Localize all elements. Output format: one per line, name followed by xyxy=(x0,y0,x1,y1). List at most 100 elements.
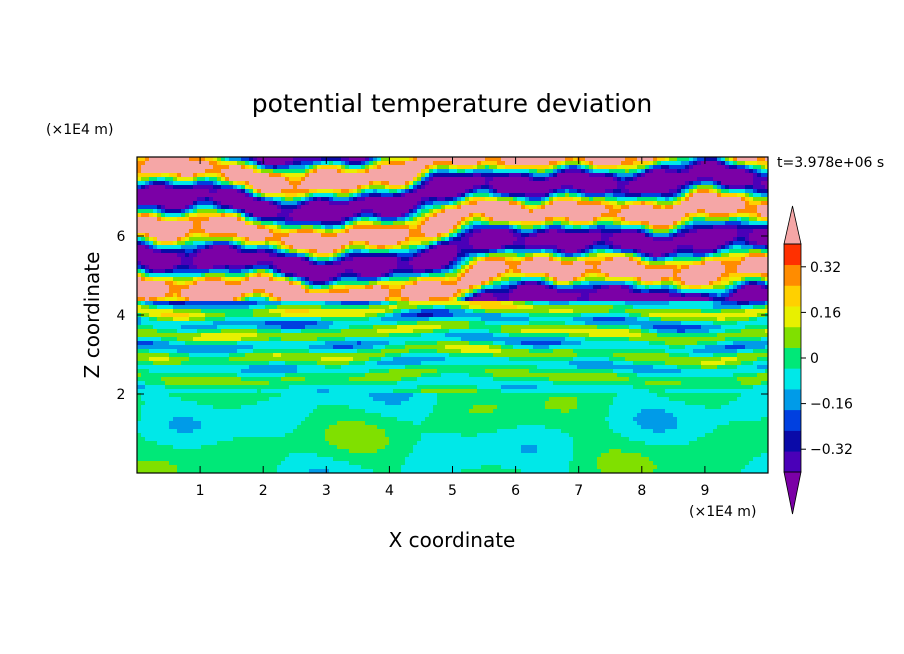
field-cell xyxy=(573,213,578,218)
field-cell xyxy=(253,165,258,170)
field-cell xyxy=(413,165,418,170)
field-cell xyxy=(573,249,578,254)
field-cell xyxy=(201,233,206,238)
field-cell xyxy=(297,173,302,178)
field-cell xyxy=(261,257,266,262)
field-cell xyxy=(457,181,462,186)
field-cell xyxy=(581,261,586,266)
field-cell xyxy=(285,157,290,162)
field-cell xyxy=(181,193,186,198)
field-cell xyxy=(733,177,738,182)
field-cell xyxy=(485,277,490,282)
field-cell xyxy=(137,281,142,286)
field-cell xyxy=(377,281,382,286)
field-cell xyxy=(745,217,750,222)
field-cell xyxy=(733,253,738,258)
field-cell xyxy=(237,165,242,170)
field-cell xyxy=(557,217,562,222)
field-cell xyxy=(497,213,502,218)
field-cell xyxy=(601,249,606,254)
field-cell xyxy=(481,237,486,242)
field-cell xyxy=(425,249,430,254)
field-cell xyxy=(333,269,338,274)
field-cell xyxy=(365,213,370,218)
field-cell xyxy=(561,233,566,238)
field-cell xyxy=(349,165,354,170)
field-cell xyxy=(237,181,242,186)
field-cell xyxy=(473,229,478,234)
field-cell xyxy=(637,197,642,202)
field-cell xyxy=(365,197,370,202)
field-cell xyxy=(629,193,634,198)
field-cell xyxy=(361,229,366,234)
field-cell xyxy=(689,221,694,226)
field-cell xyxy=(649,249,654,254)
field-cell xyxy=(285,161,290,166)
field-cell xyxy=(397,257,402,262)
field-cell xyxy=(453,161,458,166)
field-cell xyxy=(437,225,442,230)
field-cell xyxy=(697,217,702,222)
field-cell xyxy=(393,237,398,242)
field-cell xyxy=(225,229,230,234)
field-cell xyxy=(401,169,406,174)
field-cell xyxy=(461,221,466,226)
field-cell xyxy=(493,281,498,286)
field-cell xyxy=(481,249,486,254)
field-cell xyxy=(141,217,146,222)
field-cell xyxy=(341,213,346,218)
field-cell xyxy=(621,253,626,258)
field-cell xyxy=(605,245,610,250)
field-cell xyxy=(433,229,438,234)
field-cell xyxy=(401,229,406,234)
field-cell xyxy=(401,249,406,254)
field-cell xyxy=(225,225,230,230)
field-cell xyxy=(625,225,630,230)
field-cell xyxy=(381,189,386,194)
field-cell xyxy=(257,161,262,166)
field-cell xyxy=(345,189,350,194)
field-cell xyxy=(377,181,382,186)
field-cell xyxy=(265,165,270,170)
field-cell xyxy=(477,269,482,274)
field-cell xyxy=(721,217,726,222)
field-cell xyxy=(205,197,210,202)
field-cell xyxy=(597,245,602,250)
field-cell xyxy=(645,237,650,242)
field-cell xyxy=(449,189,454,194)
field-cell xyxy=(401,241,406,246)
field-cell xyxy=(477,265,482,270)
field-cell xyxy=(309,213,314,218)
field-cell xyxy=(473,221,478,226)
field-cell xyxy=(433,193,438,198)
field-cell xyxy=(385,189,390,194)
field-cell xyxy=(541,237,546,242)
field-cell xyxy=(753,241,758,246)
field-cell xyxy=(337,165,342,170)
field-cell xyxy=(393,249,398,254)
field-cell xyxy=(161,205,166,210)
field-cell xyxy=(217,197,222,202)
field-cell xyxy=(173,169,178,174)
field-cell xyxy=(441,237,446,242)
field-cell xyxy=(501,221,506,226)
field-cell xyxy=(457,169,462,174)
field-cell xyxy=(677,213,682,218)
field-cell xyxy=(317,249,322,254)
field-cell xyxy=(185,281,190,286)
field-cell xyxy=(621,277,626,282)
field-cell xyxy=(233,193,238,198)
field-cell xyxy=(337,261,342,266)
field-cell xyxy=(617,233,622,238)
field-cell xyxy=(725,225,730,230)
field-cell xyxy=(689,233,694,238)
field-cell xyxy=(541,213,546,218)
field-cell xyxy=(705,157,710,162)
field-cell xyxy=(437,249,442,254)
field-cell xyxy=(421,265,426,270)
field-cell xyxy=(577,173,582,178)
field-cell xyxy=(641,165,646,170)
field-cell xyxy=(489,245,494,250)
field-cell xyxy=(405,213,410,218)
field-cell xyxy=(753,253,758,258)
